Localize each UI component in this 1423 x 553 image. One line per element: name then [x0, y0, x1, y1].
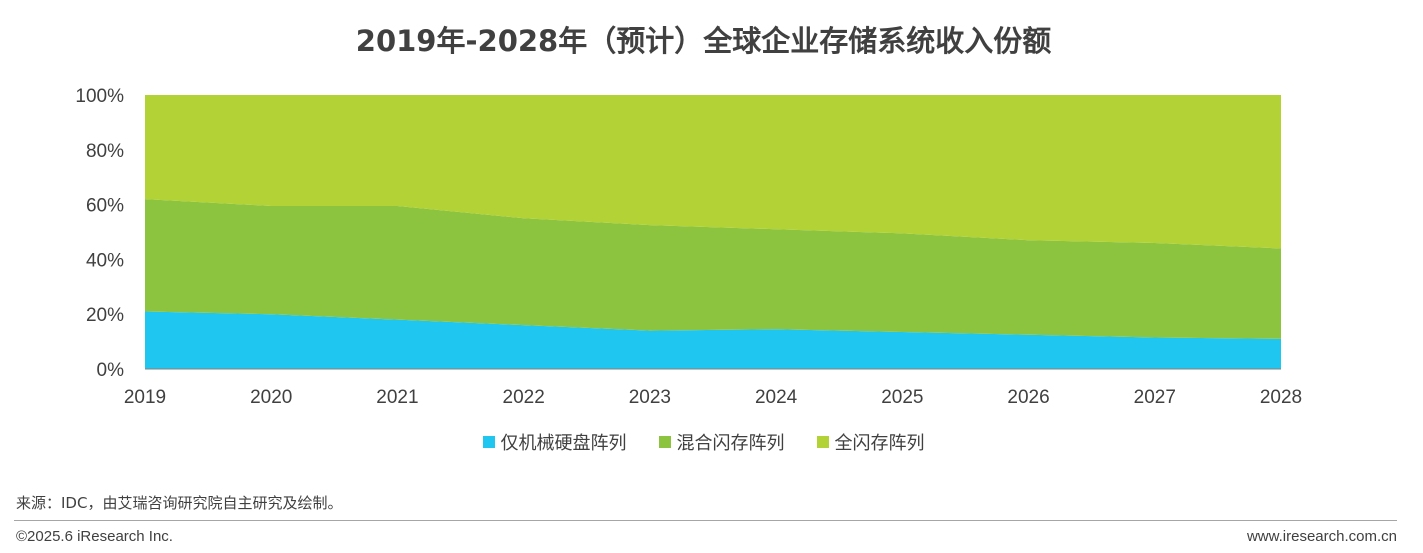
x-tick-label: 2028: [1260, 387, 1302, 408]
chart-title: 2019年-2028年（预计）全球企业存储系统收入份额: [355, 24, 1052, 58]
x-tick-label: 2020: [250, 387, 292, 408]
legend-item-2: 全闪存阵列: [816, 429, 925, 455]
legend: 仅机械硬盘阵列 混合闪存阵列 全闪存阵列: [0, 429, 1407, 455]
y-tick-label: 0%: [97, 360, 125, 381]
legend-item-0: 仅机械硬盘阵列: [482, 429, 627, 455]
x-tick-label: 2027: [1134, 387, 1176, 408]
legend-swatch: [816, 436, 829, 448]
x-tick-label: 2026: [1007, 387, 1049, 408]
x-tick-label: 2024: [755, 387, 798, 408]
legend-label: 仅机械硬盘阵列: [500, 433, 627, 454]
x-tick-labels: 2019 2020 2021 2022 2023 2024 2025 2026 2027 2028: [124, 387, 1302, 408]
series-areas: [145, 95, 1281, 369]
x-tick-label: 2019: [124, 387, 166, 408]
area-series-2: [145, 95, 1281, 249]
y-tick-label: 20%: [86, 305, 124, 326]
stacked-area-chart: 0%20%40%60%80%100% 2019 2020 2021 2022 2023 2…: [75, 86, 1302, 408]
legend-swatch: [658, 436, 671, 448]
y-tick-label: 100%: [75, 86, 124, 107]
x-tick-label: 2021: [376, 387, 418, 408]
legend-item-1: 混合闪存阵列: [658, 429, 785, 455]
y-tick-labels: 0% 20% 40% 60% 80% 100%: [75, 86, 124, 381]
y-tick-label: 60%: [86, 196, 124, 217]
x-tick-label: 2022: [503, 387, 545, 408]
x-tick-label: 2025: [881, 387, 923, 408]
copyright: ©2025.6 iResearch Inc.: [16, 528, 173, 545]
y-tick-label: 80%: [86, 141, 124, 162]
x-tick-label: 2023: [629, 387, 671, 408]
legend-label: 全闪存阵列: [834, 433, 925, 454]
footer-divider: [14, 520, 1397, 521]
area-series-0: [145, 311, 1281, 369]
website: www.iresearch.com.cn: [1246, 528, 1397, 545]
area-series-1: [145, 199, 1281, 339]
legend-swatch: [482, 436, 495, 448]
legend-label: 混合闪存阵列: [676, 433, 785, 454]
source-note: 来源：IDC，由艾瑞咨询研究院自主研究及绘制。: [16, 494, 343, 512]
y-tick-label: 40%: [86, 250, 124, 271]
